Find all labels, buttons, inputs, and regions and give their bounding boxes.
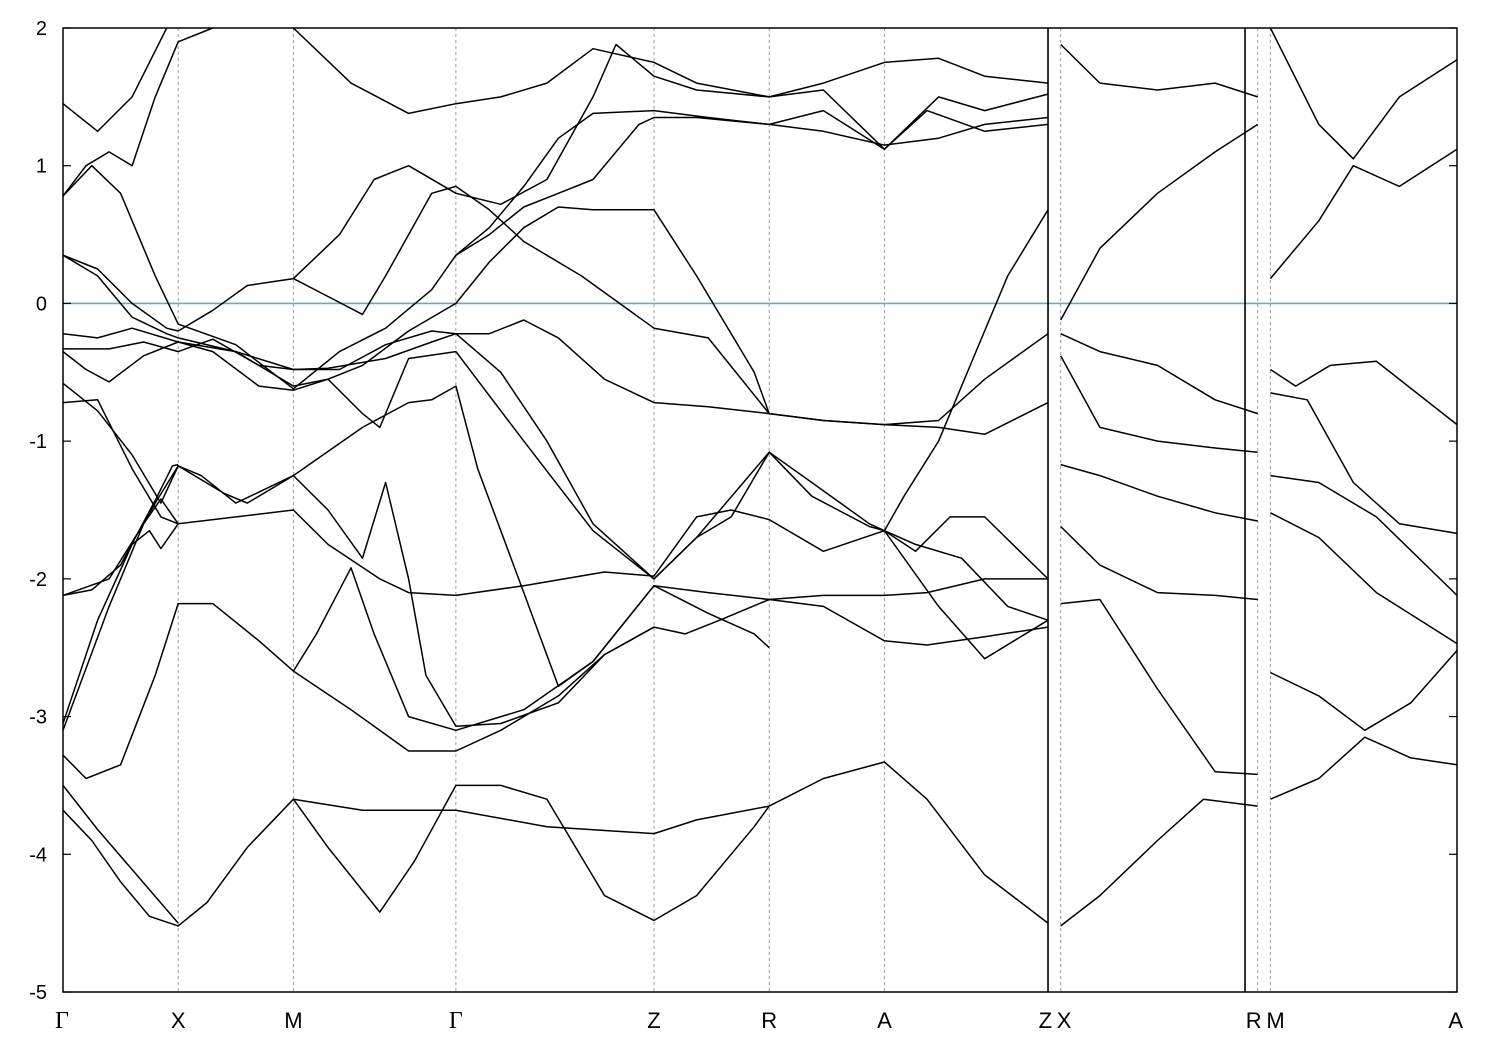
y-tick-label-3: -1 bbox=[29, 431, 47, 453]
kpoint-label-2: M bbox=[284, 1008, 302, 1033]
band-line-2 bbox=[293, 798, 770, 835]
band-line-22 bbox=[883, 209, 1049, 532]
band-line-30 bbox=[1060, 43, 1258, 98]
band-line-28 bbox=[1060, 598, 1258, 776]
band-line-20 bbox=[292, 43, 1049, 280]
band-line-25 bbox=[1060, 355, 1258, 453]
kpoint-label-6: A bbox=[877, 1008, 892, 1033]
band-line-8 bbox=[292, 567, 770, 732]
band-line-4 bbox=[62, 498, 1049, 731]
band-line-14 bbox=[62, 185, 1049, 426]
band-line-21 bbox=[455, 109, 1049, 256]
y-tick-label-0: 2 bbox=[36, 18, 47, 40]
label-layer: 210-1-2-3-4-5Γ X M Γ Z R A Z X R M A bbox=[29, 18, 1463, 1034]
y-tick-label-4: -2 bbox=[29, 569, 47, 591]
band-line-19 bbox=[292, 27, 1049, 115]
band-line-11 bbox=[62, 341, 1049, 621]
band-line-1 bbox=[62, 784, 179, 924]
y-tick-label-1: 1 bbox=[36, 156, 47, 178]
band-line-35 bbox=[1270, 474, 1458, 596]
band-line-37 bbox=[1270, 650, 1458, 732]
band-line-36 bbox=[1270, 512, 1458, 645]
band-line-10 bbox=[62, 382, 1048, 688]
grid-layer bbox=[63, 28, 1457, 992]
band-line-38 bbox=[1270, 736, 1458, 800]
band-line-31 bbox=[1269, 27, 1458, 160]
band-line-29 bbox=[1060, 798, 1258, 927]
band-line-27 bbox=[1060, 525, 1258, 601]
band-line-17 bbox=[62, 27, 214, 197]
band-line-34 bbox=[1270, 392, 1458, 535]
band-line-32 bbox=[1269, 148, 1458, 280]
kpoint-label-5: R bbox=[761, 1008, 777, 1033]
band-line-26 bbox=[1060, 463, 1258, 522]
kpoint-label-7: Z bbox=[1039, 1008, 1052, 1033]
band-line-15 bbox=[62, 206, 770, 414]
kpoint-label-9: R bbox=[1246, 1008, 1262, 1033]
band-line-24 bbox=[1060, 333, 1258, 415]
y-tick-label-6: -4 bbox=[29, 844, 47, 866]
band-line-6 bbox=[62, 465, 655, 727]
y-tick-label-2: 0 bbox=[36, 293, 47, 315]
band-line-23 bbox=[1060, 123, 1259, 321]
kpoint-label-3: Γ bbox=[449, 1008, 463, 1034]
kpoint-label-4: Z bbox=[647, 1008, 660, 1033]
kpoint-label-10: M bbox=[1266, 1008, 1284, 1033]
kpoint-label-11: A bbox=[1448, 1008, 1463, 1033]
band-line-12 bbox=[63, 319, 1049, 436]
band-line-5 bbox=[62, 523, 179, 724]
band-layer bbox=[62, 27, 1458, 927]
kpoint-label-1: X bbox=[171, 1008, 186, 1033]
plot-frame bbox=[62, 27, 1458, 993]
band-line-9 bbox=[62, 399, 179, 525]
frame-layer bbox=[62, 27, 1458, 993]
band-line-13 bbox=[62, 327, 1049, 660]
kpoint-label-0: Γ bbox=[55, 1008, 69, 1034]
kpoint-label-8: X bbox=[1057, 1008, 1072, 1033]
y-tick-label-5: -3 bbox=[29, 707, 47, 729]
band-line-0 bbox=[62, 761, 1049, 927]
band-line-18 bbox=[62, 27, 168, 133]
band-line-33 bbox=[1269, 360, 1458, 426]
band-line-7 bbox=[62, 463, 179, 597]
y-tick-label-7: -5 bbox=[29, 982, 47, 1004]
band-line-16 bbox=[62, 116, 1049, 390]
band-line-3 bbox=[62, 598, 1049, 780]
